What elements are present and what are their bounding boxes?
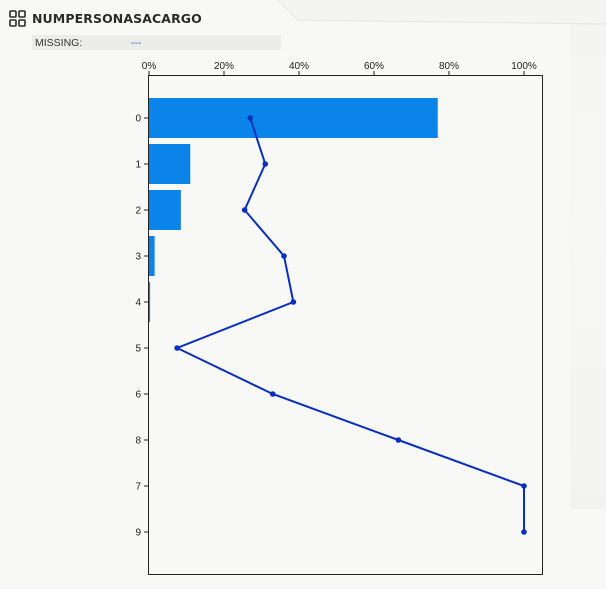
y-tick-label: 3 <box>135 252 141 263</box>
line-point <box>269 391 276 397</box>
line-point <box>395 437 402 443</box>
y-tick-label: 1 <box>135 160 141 171</box>
widget-header: NUMPERSONASACARGO <box>9 8 202 28</box>
x-tick-label: 80% <box>439 61 459 72</box>
line-point <box>241 207 248 213</box>
x-tick-label: 0% <box>142 61 157 72</box>
line-point <box>290 299 297 305</box>
y-tick-label: 7 <box>135 482 141 493</box>
y-tick-label: 5 <box>135 344 141 355</box>
bar <box>149 236 155 276</box>
x-tick-label: 40% <box>289 61 309 72</box>
x-tick-label: 100% <box>511 61 537 72</box>
series-line <box>174 117 525 532</box>
variable-title: NUMPERSONASACARGO <box>32 10 202 26</box>
x-tick-label: 60% <box>364 61 384 72</box>
y-tick-label: 6 <box>135 390 141 401</box>
bar <box>149 190 181 230</box>
y-tick-label: 9 <box>135 528 141 539</box>
y-tick-label: 8 <box>135 436 141 447</box>
line-point <box>521 529 527 535</box>
y-tick-label: 4 <box>135 298 141 309</box>
plot-frame <box>148 75 543 575</box>
y-tick-label: 0 <box>135 114 141 125</box>
missing-value: --- <box>131 36 142 49</box>
grid-icon <box>9 9 26 27</box>
x-tick-label: 20% <box>214 61 234 72</box>
bar <box>149 144 191 184</box>
missing-label: MISSING: <box>35 36 83 49</box>
line-point <box>247 115 254 121</box>
missing-row: MISSING: --- <box>32 35 281 50</box>
line-point <box>174 345 180 351</box>
line-point <box>281 253 287 259</box>
line-point <box>521 483 527 489</box>
bar <box>149 98 438 138</box>
bar <box>149 282 151 322</box>
line-point <box>262 161 269 167</box>
y-tick-label: 2 <box>135 206 141 217</box>
